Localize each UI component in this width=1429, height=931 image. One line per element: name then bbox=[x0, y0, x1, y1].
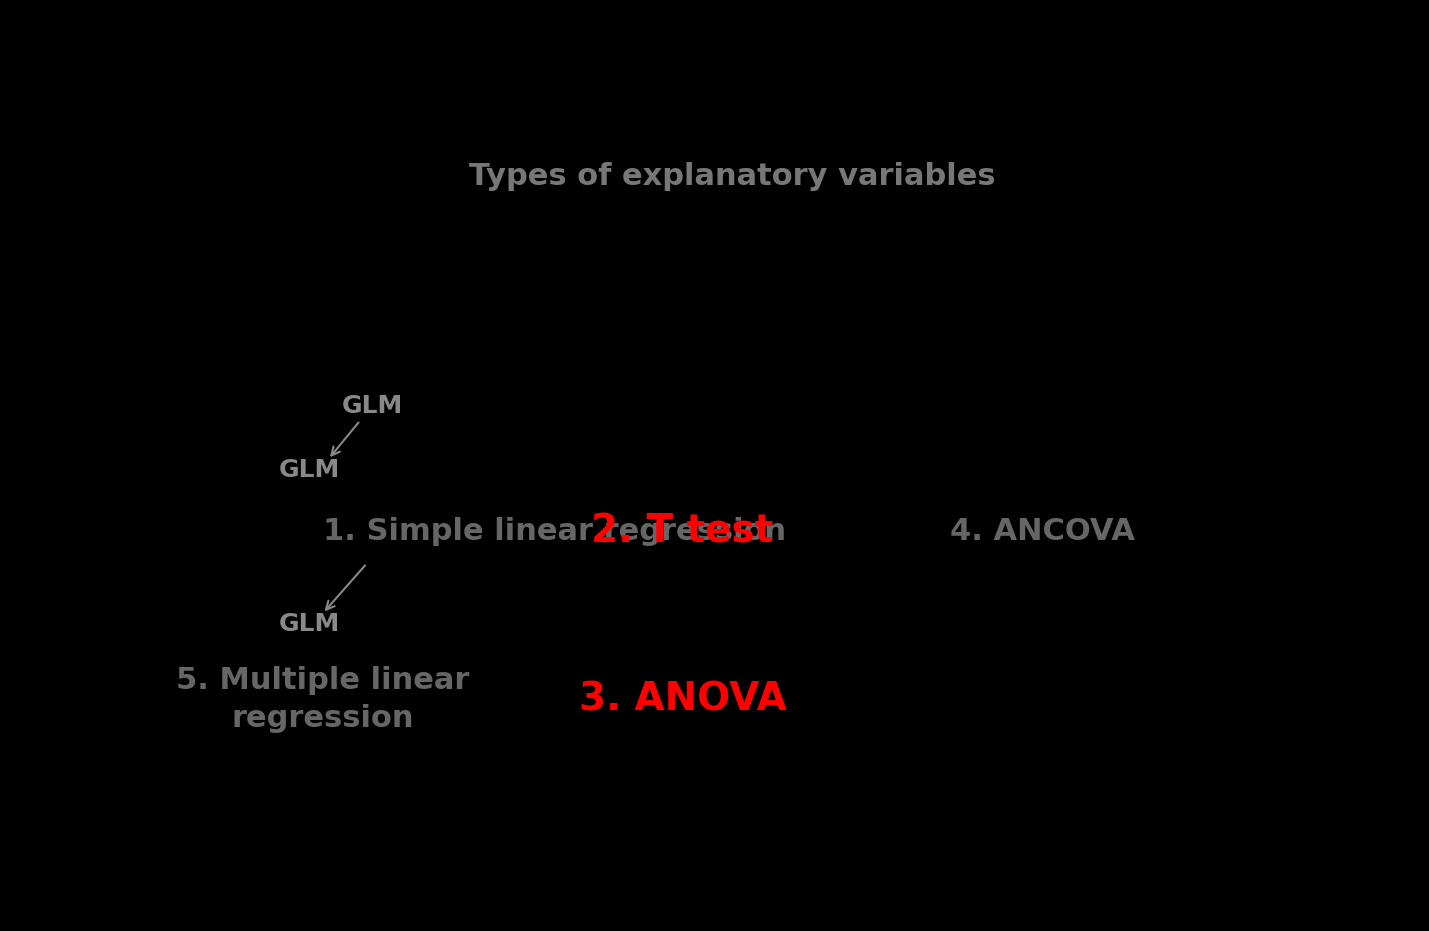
Text: GLM: GLM bbox=[279, 613, 340, 636]
Text: 1. Simple linear regression: 1. Simple linear regression bbox=[323, 517, 786, 546]
Text: 3. ANOVA: 3. ANOVA bbox=[579, 681, 786, 719]
Text: 2. T test: 2. T test bbox=[592, 512, 773, 550]
Text: 5. Multiple linear
regression: 5. Multiple linear regression bbox=[176, 666, 469, 733]
Text: 4. ANCOVA: 4. ANCOVA bbox=[950, 517, 1135, 546]
Text: GLM: GLM bbox=[279, 458, 340, 482]
Text: Types of explanatory variables: Types of explanatory variables bbox=[469, 162, 996, 191]
Text: GLM: GLM bbox=[332, 394, 403, 455]
